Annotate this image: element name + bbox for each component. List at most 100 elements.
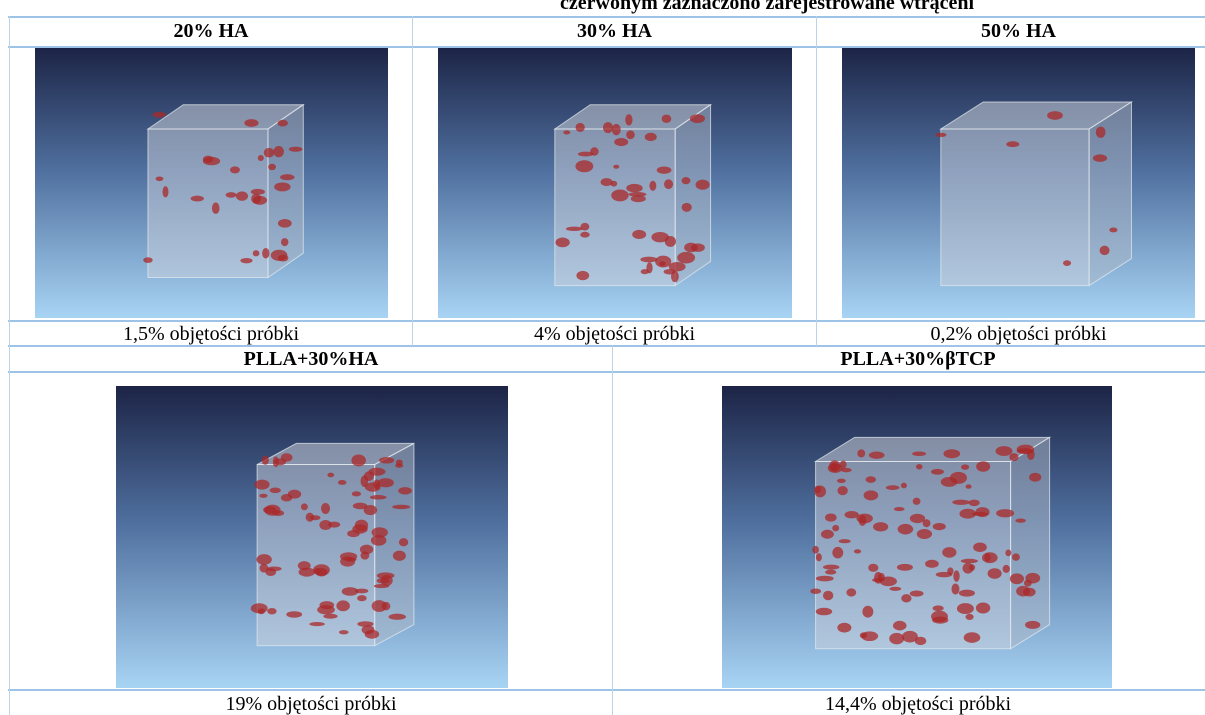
inclusion xyxy=(363,505,378,516)
inclusion xyxy=(336,600,350,612)
inclusion xyxy=(614,137,629,147)
inclusion xyxy=(252,250,260,257)
inclusion xyxy=(900,482,907,489)
inclusion xyxy=(286,611,303,618)
inclusion xyxy=(822,590,834,601)
inclusion xyxy=(280,174,295,181)
cell-caption: 14,4% objętości próbki xyxy=(824,693,1012,715)
table-border xyxy=(8,689,1205,691)
table-border xyxy=(816,16,817,346)
inclusion xyxy=(259,493,268,498)
inclusion xyxy=(162,186,169,198)
inclusion xyxy=(337,479,347,485)
inclusion xyxy=(229,166,240,174)
inclusion xyxy=(269,487,281,494)
table-border xyxy=(8,345,1205,347)
inclusion xyxy=(577,151,594,157)
inclusion xyxy=(288,146,303,152)
inclusion xyxy=(602,122,614,134)
inclusion xyxy=(632,229,647,239)
inclusion xyxy=(896,563,913,571)
inclusion xyxy=(211,202,220,214)
inclusion xyxy=(225,192,237,198)
inclusion xyxy=(901,594,912,603)
inclusion xyxy=(640,256,658,263)
inclusion xyxy=(357,621,374,627)
inclusion xyxy=(1095,126,1106,138)
inclusion xyxy=(689,114,705,124)
inclusion xyxy=(889,586,902,591)
inclusion xyxy=(677,251,696,264)
inclusion xyxy=(355,588,369,594)
inclusion xyxy=(996,509,1015,518)
inclusion xyxy=(859,632,867,639)
inclusion xyxy=(268,163,276,171)
inclusion xyxy=(1012,553,1020,561)
inclusion xyxy=(319,520,332,531)
inclusion xyxy=(347,530,360,538)
table-border xyxy=(9,16,10,715)
inclusion xyxy=(257,155,264,161)
inclusion xyxy=(1109,227,1118,233)
inclusion xyxy=(902,630,918,643)
inclusion xyxy=(611,189,629,202)
inclusion xyxy=(640,269,649,275)
inclusion xyxy=(580,231,590,238)
inclusion xyxy=(865,476,876,483)
inclusion xyxy=(644,132,657,142)
inclusion xyxy=(600,178,613,187)
table-border xyxy=(8,371,1205,373)
inclusion xyxy=(309,515,321,521)
inclusion xyxy=(661,114,672,123)
inclusion xyxy=(274,182,291,192)
inclusion xyxy=(863,490,879,501)
inclusion xyxy=(892,620,907,631)
cube-side xyxy=(1010,436,1051,650)
inclusion xyxy=(670,270,679,283)
inclusion xyxy=(202,155,214,163)
inclusion xyxy=(932,605,944,612)
inclusion xyxy=(825,569,837,575)
inclusion xyxy=(846,588,857,597)
inclusion xyxy=(914,636,927,646)
column-header: 30% HA xyxy=(577,20,652,42)
inclusion xyxy=(625,114,633,126)
inclusion xyxy=(995,446,1013,456)
inclusion xyxy=(961,464,970,470)
inclusion xyxy=(1025,620,1041,629)
caption-top: czerwonym zaznaczono zarejestrowane wtrą… xyxy=(560,0,975,14)
inclusion xyxy=(668,261,686,272)
inclusion xyxy=(371,527,388,538)
inclusion xyxy=(628,192,647,197)
inclusion xyxy=(940,476,958,487)
inclusion xyxy=(681,177,691,185)
inclusion xyxy=(935,132,947,137)
inclusion xyxy=(897,523,914,535)
inclusion xyxy=(814,485,826,498)
inclusion xyxy=(885,485,900,490)
inclusion xyxy=(868,451,885,459)
inclusion xyxy=(351,491,362,497)
inclusion xyxy=(370,535,387,546)
inclusion xyxy=(975,602,991,614)
inclusion xyxy=(1015,518,1026,523)
inclusion xyxy=(681,202,692,212)
inclusion xyxy=(381,601,391,611)
cell-caption: 0,2% objętości próbki xyxy=(930,323,1107,345)
inclusion xyxy=(651,232,669,243)
inclusion xyxy=(576,270,590,281)
table-border xyxy=(8,320,1205,322)
inclusion xyxy=(909,590,924,597)
inclusion xyxy=(840,467,852,473)
inclusion xyxy=(277,119,288,127)
inclusion xyxy=(824,513,837,522)
inclusion xyxy=(951,583,960,595)
inclusion xyxy=(314,567,321,575)
inclusion xyxy=(270,249,288,261)
inclusion xyxy=(879,576,897,587)
inclusion xyxy=(323,613,338,619)
inclusion xyxy=(328,521,341,528)
inclusion xyxy=(963,632,981,643)
inclusion xyxy=(1099,245,1110,256)
inclusion xyxy=(868,563,879,572)
